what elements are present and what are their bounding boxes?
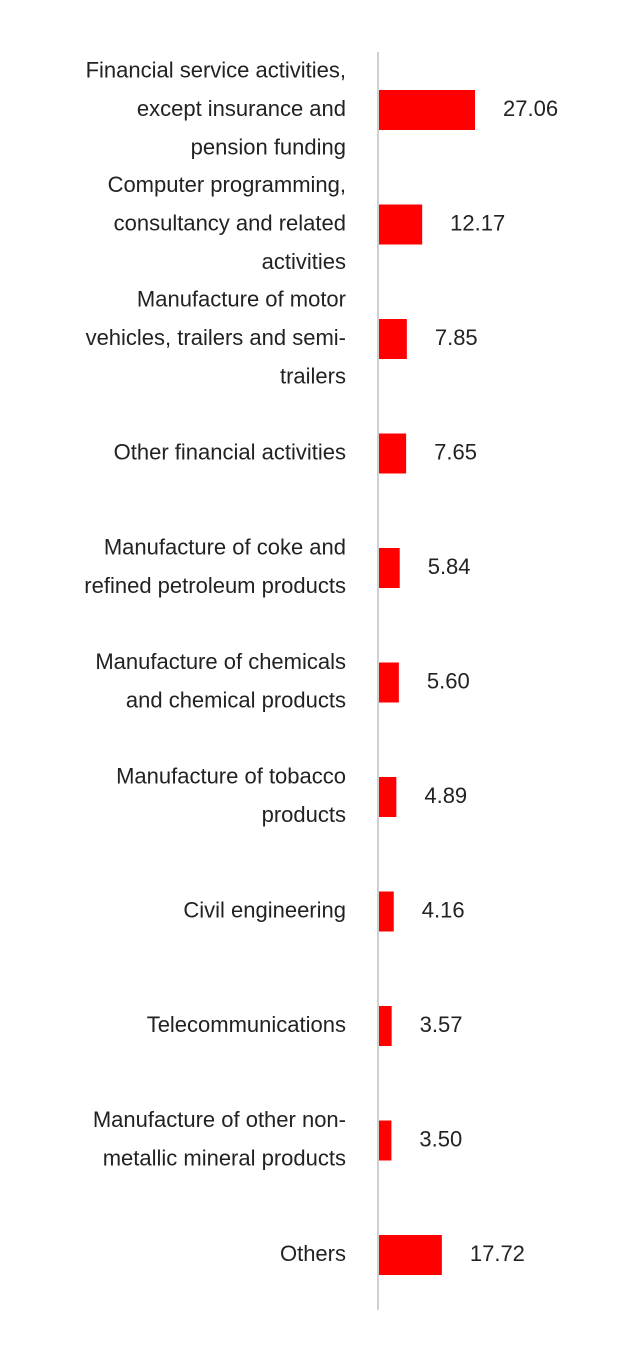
bar xyxy=(379,433,407,474)
value-label: 17.72 xyxy=(470,1241,525,1266)
category-label-line: consultancy and related xyxy=(114,210,346,235)
bar xyxy=(379,891,394,932)
category-label-line: and chemical products xyxy=(126,688,346,713)
bar-row: Telecommunications 3.57 xyxy=(147,1006,463,1046)
category-label-line: Civil engineering xyxy=(183,897,346,922)
category-label: Other financial activities xyxy=(114,439,346,464)
category-label: Manufacture of other non-metallic minera… xyxy=(93,1107,346,1171)
category-label-line: Other financial activities xyxy=(114,439,346,464)
value-label: 5.60 xyxy=(427,668,470,693)
category-label-line: products xyxy=(262,802,346,827)
bar-row: Computer programming, consultancy and rel… xyxy=(108,172,506,274)
category-label-line: vehicles, trailers and semi- xyxy=(86,325,346,350)
bar xyxy=(379,90,475,130)
category-label-line: Manufacture of motor xyxy=(137,286,346,311)
category-label-line: Manufacture of tobacco xyxy=(116,764,346,789)
category-label-line: Others xyxy=(280,1241,346,1266)
category-label: Others xyxy=(280,1241,346,1266)
category-label: Manufacture of chemicals and chemical pro… xyxy=(95,649,346,713)
category-label-line: Telecommunications xyxy=(147,1012,346,1037)
category-label: Computer programming, consultancy and rel… xyxy=(108,172,346,274)
bar-row: Other financial activities 7.65 xyxy=(114,433,477,474)
bar-row: Manufacture of tobacco products 4.89 xyxy=(116,764,467,828)
category-label-line: Computer programming, xyxy=(108,172,346,197)
bar xyxy=(379,319,407,359)
category-label: Manufacture of coke and refined petroleum… xyxy=(84,535,346,599)
value-label: 12.17 xyxy=(450,210,505,235)
category-label-line: trailers xyxy=(280,363,346,388)
bar xyxy=(379,548,400,588)
bar-row: Manufacture of other non-metallic minera… xyxy=(93,1107,462,1171)
bar xyxy=(379,777,397,817)
category-label-line: except insurance and xyxy=(137,96,346,121)
category-label-line: metallic mineral products xyxy=(103,1146,346,1171)
value-label: 7.85 xyxy=(435,325,478,350)
value-label: 3.57 xyxy=(420,1012,463,1037)
bar-row: Financial service activities, except insu… xyxy=(86,57,559,159)
bar-row: Others 17.72 xyxy=(280,1235,525,1275)
bar-row: Manufacture of motor vehicles, trailers a… xyxy=(86,286,478,388)
category-label: Civil engineering xyxy=(183,897,346,922)
category-label-line: Financial service activities, xyxy=(86,57,346,82)
bar-row: Manufacture of coke and refined petroleum… xyxy=(84,535,470,599)
category-label: Financial service activities, except insu… xyxy=(86,57,346,159)
bar xyxy=(379,1006,392,1046)
bar xyxy=(379,204,423,245)
bar-row: Civil engineering 4.16 xyxy=(183,891,465,932)
bar-row: Manufacture of chemicals and chemical pro… xyxy=(95,649,469,713)
value-label: 4.16 xyxy=(422,897,465,922)
value-label: 27.06 xyxy=(503,96,558,121)
value-label: 7.65 xyxy=(434,439,477,464)
chart-rows: Financial service activities, except insu… xyxy=(84,57,558,1275)
value-label: 3.50 xyxy=(419,1126,462,1151)
category-label-line: activities xyxy=(262,249,346,274)
category-label-line: pension funding xyxy=(191,134,346,159)
bar xyxy=(379,1120,392,1161)
category-label-line: Manufacture of coke and xyxy=(104,535,346,560)
value-label: 4.89 xyxy=(424,783,467,808)
category-label: Telecommunications xyxy=(147,1012,346,1037)
category-label: Manufacture of tobacco products xyxy=(116,764,346,828)
category-label-line: refined petroleum products xyxy=(84,573,346,598)
category-label: Manufacture of motor vehicles, trailers a… xyxy=(86,286,346,388)
category-label-line: Manufacture of other non- xyxy=(93,1107,346,1132)
category-label-line: Manufacture of chemicals xyxy=(95,649,346,674)
bar xyxy=(379,1235,442,1275)
value-label: 5.84 xyxy=(428,554,471,579)
bar xyxy=(379,662,399,703)
